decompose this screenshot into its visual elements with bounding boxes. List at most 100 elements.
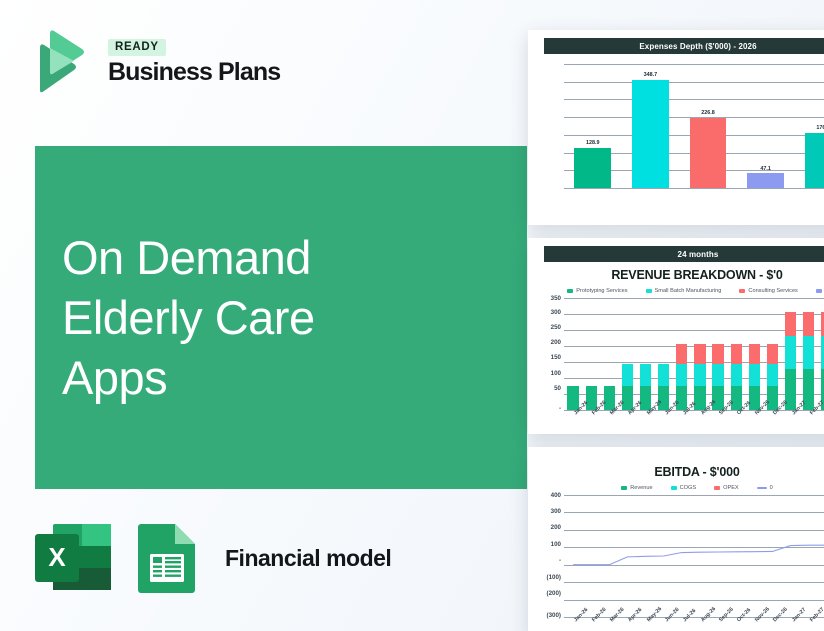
legend-label: Prototyping Services [576, 288, 628, 294]
gridline [564, 599, 824, 601]
y-tick-label: 350 [550, 295, 561, 302]
chart-card-ebitda[interactable]: EBITDA - $'000 Revenue COGS OPEX 0 400 300 20… [528, 447, 824, 631]
bar-column [618, 495, 636, 617]
legend-label: Revenue [630, 485, 653, 491]
bar-column [691, 298, 709, 410]
bar-column [673, 298, 691, 410]
x-tick-label: Sep-26 [718, 399, 735, 417]
legend-label: Consulting Services [748, 288, 798, 294]
x-tick-label: Feb-27 [808, 606, 824, 624]
bar-segment [712, 344, 724, 364]
bar-segment [712, 386, 724, 410]
y-tick-label: (200) [546, 590, 561, 598]
y-tick-label: (300) [546, 611, 561, 619]
bar [574, 148, 612, 188]
hero-line-1: On Demand [62, 231, 311, 284]
legend-line-icon [756, 487, 767, 489]
y-tick-label: 150 [550, 354, 561, 362]
y-tick-label: 200 [550, 339, 561, 347]
legend-swatch-icon [670, 486, 677, 490]
y-tick-label: 400 [550, 492, 561, 499]
legend-swatch-icon [714, 486, 721, 490]
revenue-bars [564, 298, 824, 410]
bar-segment [821, 311, 824, 336]
bar-segment [639, 363, 652, 386]
bar-column [763, 495, 781, 617]
gridline [564, 394, 824, 395]
bar-segment [766, 344, 779, 364]
bar-segment [676, 363, 688, 386]
bar-segment [803, 335, 815, 370]
revenue-x-axis-labels: Jan-26 Feb-26 Mar-26 Apr-26 May-26 Jun-26 Jul-… [564, 399, 824, 434]
bar-column [655, 495, 673, 617]
bar-segment [585, 386, 597, 410]
bar-column [582, 298, 600, 410]
x-tick-label: Jun-26 [663, 606, 681, 624]
legend-item: Revenue [621, 485, 653, 491]
svg-text:X: X [48, 542, 66, 572]
chart-card-expenses[interactable]: Expenses Depth ($'000) - 2026 128.9 348.7… [528, 30, 824, 225]
legend-label: OPEX [723, 485, 739, 491]
bar-column: 226.8 [679, 64, 737, 188]
expenses-plot: 128.9 348.7 226.8 47.1 176.5 [538, 64, 824, 189]
x-tick-label: Oct-26 [736, 607, 753, 624]
bar [747, 173, 784, 188]
hero-green-panel [35, 146, 527, 489]
bar-segment [766, 386, 779, 410]
chart-card-expenses-inner: Expenses Depth ($'000) - 2026 128.9 348.7… [536, 38, 824, 225]
x-tick-label: Dec-26 [772, 606, 790, 624]
gridline [564, 362, 824, 363]
bar [804, 133, 824, 188]
x-tick-label: Jul-26 [681, 607, 698, 624]
bar-segment [567, 386, 579, 410]
bar-column [818, 495, 824, 617]
y-tick-label: 100 [550, 369, 561, 377]
footer-format-row: X Financial model [33, 522, 392, 594]
bar-column: 348.7 [622, 64, 680, 188]
x-tick-label: Mar-26 [609, 606, 626, 624]
y-tick-label: (100) [546, 573, 561, 581]
bar-column [800, 298, 818, 410]
x-tick-label: Aug-26 [699, 606, 718, 624]
x-tick-label: Apr-26 [627, 606, 644, 624]
bar [689, 117, 727, 188]
chart-card-revenue[interactable]: 24 months REVENUE BREAKDOWN - $'0 Protot… [528, 238, 824, 434]
x-tick-label: Nov-26 [754, 399, 772, 417]
x-tick-label: Jan-26 [573, 399, 590, 417]
bar-column [618, 298, 636, 410]
ebitda-bars [564, 495, 824, 617]
bar-segment [821, 335, 824, 370]
x-tick-label: Sep-26 [718, 606, 735, 624]
ready-badge: READY [108, 38, 166, 57]
x-tick-label: Feb-26 [591, 606, 608, 624]
ebitda-plot: 400 300 200 100- (100) (200) (300) Jan-26 Feb-2… [538, 492, 824, 623]
revenue-gridlines [564, 298, 824, 411]
x-tick-label: Apr-26 [627, 399, 644, 417]
bar-segment [676, 386, 688, 410]
bar-segment [784, 311, 797, 336]
y-tick-label: 200 [550, 523, 561, 531]
x-tick-label: Dec-26 [772, 399, 790, 417]
x-tick-label: Aug-26 [699, 399, 718, 417]
expenses-banner: Expenses Depth ($'000) - 2026 [544, 38, 824, 54]
y-tick-label: 50 [554, 384, 561, 392]
revenue-plot: 350 300 250 200 150 100 50 - Jan-26 Feb-26 Mar-26… [538, 295, 824, 416]
legend-swatch-icon [567, 289, 574, 293]
gridline [564, 378, 824, 379]
bar-segment [748, 363, 760, 386]
bar-segment [730, 363, 742, 386]
x-tick-label: Oct-26 [736, 400, 753, 417]
bar-segment [658, 386, 670, 410]
bar-column [727, 495, 745, 617]
hero-line-2: Elderly Care [62, 291, 315, 344]
microsoft-excel-icon: X [33, 522, 115, 594]
bar-column [727, 298, 745, 410]
bar-column [745, 298, 763, 410]
bar-segment [748, 344, 760, 364]
bar-segment [821, 369, 824, 410]
bar-column [763, 298, 781, 410]
bar-segment [694, 386, 706, 410]
chart-card-revenue-inner: 24 months REVENUE BREAKDOWN - $'0 Protot… [536, 246, 824, 434]
bar-column [637, 495, 655, 617]
page-title: On Demand Elderly Care Apps [62, 228, 492, 408]
